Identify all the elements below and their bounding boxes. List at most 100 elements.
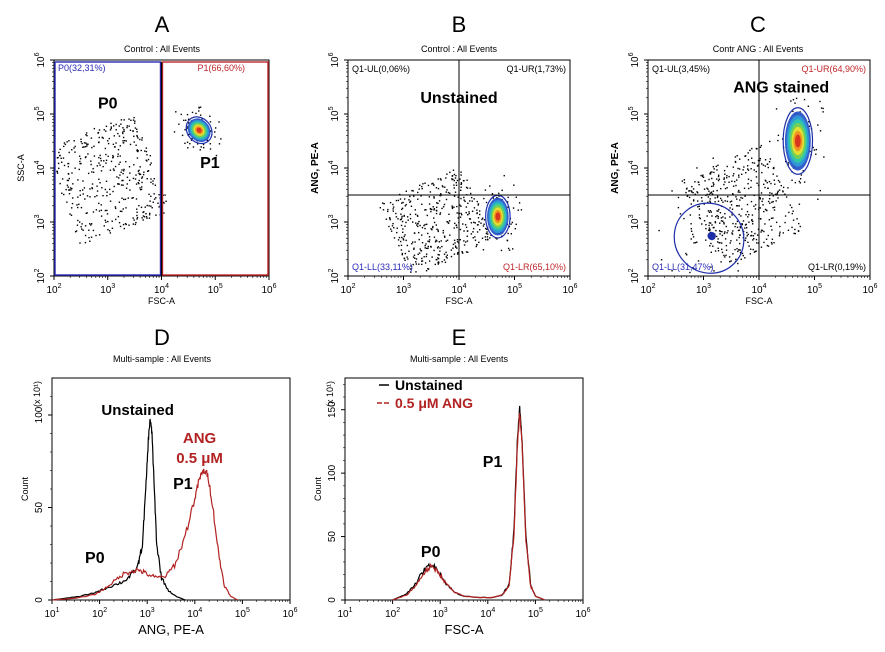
event-dot xyxy=(454,245,457,247)
event-dot xyxy=(82,229,84,231)
event-dot xyxy=(390,230,393,232)
gate-label: P0(32,31%) xyxy=(58,63,106,73)
event-dot xyxy=(726,232,728,234)
event-dot xyxy=(135,221,137,224)
event-dot xyxy=(410,205,413,207)
event-dot xyxy=(181,134,184,137)
event-dot xyxy=(117,183,120,185)
event-dot xyxy=(438,262,440,264)
quadrant-label: Q1-UL(0,06%) xyxy=(352,64,410,74)
event-dot xyxy=(798,203,801,205)
event-dot xyxy=(453,227,455,229)
event-dot xyxy=(117,148,120,151)
event-dot xyxy=(469,200,471,202)
event-dot xyxy=(763,210,765,213)
event-dot xyxy=(734,160,737,163)
event-dot xyxy=(750,231,753,233)
event-dot xyxy=(435,206,438,209)
event-dot xyxy=(724,238,727,240)
event-dot xyxy=(387,208,389,211)
event-dot xyxy=(125,160,127,163)
event-dot xyxy=(671,190,673,192)
event-dot xyxy=(747,178,750,180)
event-dot xyxy=(57,162,60,165)
event-dot xyxy=(84,156,87,159)
event-dot xyxy=(750,186,752,189)
event-dot xyxy=(405,239,407,242)
event-dot xyxy=(158,194,160,196)
event-dot xyxy=(739,249,741,251)
event-dot xyxy=(741,223,743,225)
event-dot xyxy=(382,209,385,211)
event-dot xyxy=(463,230,465,232)
event-dot xyxy=(431,226,434,229)
event-dot xyxy=(690,203,692,205)
event-dot xyxy=(745,171,747,174)
event-dot xyxy=(118,201,121,203)
event-dot xyxy=(751,214,754,216)
event-dot xyxy=(716,178,718,180)
event-dot xyxy=(815,148,818,151)
event-dot xyxy=(417,225,419,228)
event-dot xyxy=(692,188,695,190)
event-dot xyxy=(812,146,814,149)
event-dot xyxy=(153,198,156,200)
event-dot xyxy=(91,187,93,189)
event-dot xyxy=(730,260,732,262)
event-dot xyxy=(710,211,713,213)
event-dot xyxy=(81,223,83,225)
event-dot xyxy=(137,182,139,184)
event-dot xyxy=(747,241,749,244)
event-dot xyxy=(708,222,711,224)
event-dot xyxy=(747,216,749,218)
event-dot xyxy=(749,149,751,152)
event-dot xyxy=(453,253,456,255)
event-dot xyxy=(735,223,737,225)
histogram-annotation: P1 xyxy=(173,476,193,493)
event-dot xyxy=(409,213,412,216)
event-dot xyxy=(127,197,129,199)
event-dot xyxy=(140,149,142,152)
event-dot xyxy=(105,130,107,132)
event-dot xyxy=(117,215,120,218)
event-dot xyxy=(736,179,738,181)
event-dot xyxy=(760,229,763,231)
event-dot xyxy=(421,260,423,262)
event-dot xyxy=(85,212,87,215)
event-dot xyxy=(395,212,397,215)
event-dot xyxy=(420,250,423,252)
event-dot xyxy=(746,231,748,234)
event-dot xyxy=(423,224,425,227)
event-dot xyxy=(683,179,686,181)
event-dot xyxy=(734,225,736,228)
y-tick-label: 105 xyxy=(34,106,47,121)
event-dot xyxy=(714,221,716,223)
event-dot xyxy=(728,181,730,183)
event-dot xyxy=(427,240,429,242)
x-axis-label: FSC-A xyxy=(746,296,773,306)
event-dot xyxy=(424,209,426,211)
event-dot xyxy=(187,118,190,120)
event-dot xyxy=(737,250,739,253)
event-dot xyxy=(476,209,478,211)
event-dot xyxy=(439,250,441,252)
event-dot xyxy=(424,227,426,230)
event-dot xyxy=(138,173,141,176)
event-dot xyxy=(475,245,477,248)
event-dot xyxy=(404,234,406,236)
event-dot xyxy=(445,177,447,179)
event-dot xyxy=(766,244,769,247)
event-dot xyxy=(735,184,737,187)
event-dot xyxy=(749,253,752,255)
event-dot xyxy=(122,223,125,226)
event-dot xyxy=(714,250,717,252)
event-dot xyxy=(68,151,70,154)
event-dot xyxy=(768,198,771,200)
event-dot xyxy=(122,140,124,142)
event-dot xyxy=(440,240,442,242)
event-dot xyxy=(429,207,432,210)
event-dot xyxy=(66,179,69,182)
event-dot xyxy=(445,240,447,242)
event-dot xyxy=(139,173,142,176)
panel-annotation: Unstained xyxy=(420,90,497,107)
